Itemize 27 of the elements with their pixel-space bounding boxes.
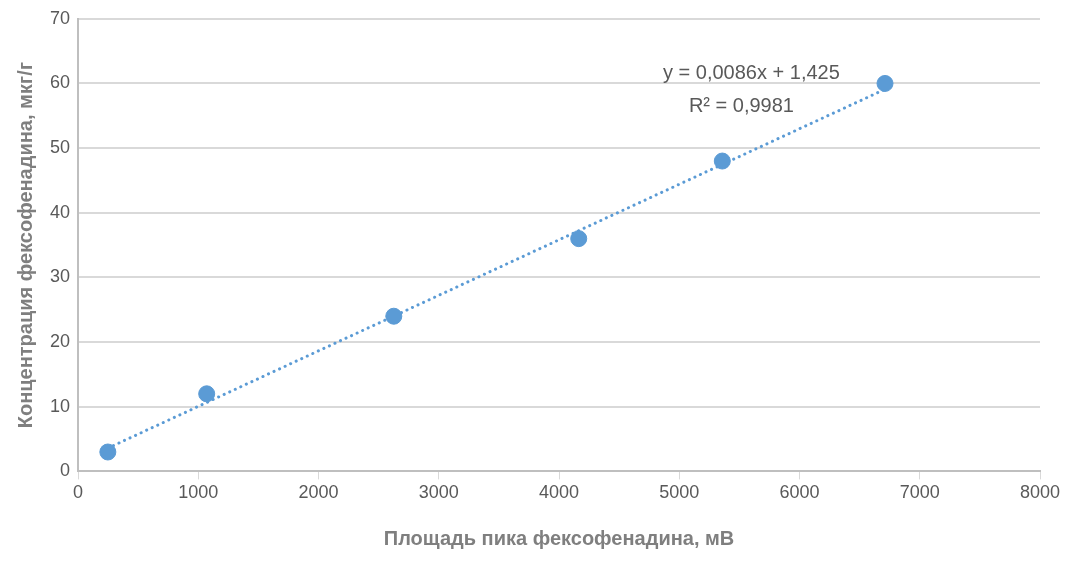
y-tick-label: 70 xyxy=(49,7,71,28)
point xyxy=(713,152,731,170)
y-tick-label: 20 xyxy=(49,331,71,352)
point xyxy=(99,443,117,461)
y-tick-label: 60 xyxy=(49,72,71,93)
y-axis-title: Концентрация фексофенадина, мкг/г xyxy=(13,61,36,429)
y-tick-label: 30 xyxy=(49,266,71,287)
annotation: R² = 0,9981 xyxy=(688,94,794,117)
x-tick-label: 2000 xyxy=(298,482,339,503)
y-tick-label: 50 xyxy=(49,137,71,158)
point xyxy=(385,307,403,325)
point xyxy=(570,230,588,248)
point xyxy=(198,385,216,403)
y-tick-label: 40 xyxy=(49,201,71,222)
point xyxy=(876,74,894,92)
x-tick-label: 7000 xyxy=(899,482,940,503)
x-tick-label: 8000 xyxy=(1019,482,1061,503)
y-tick-label: 10 xyxy=(49,395,71,416)
x-tick-label: 3000 xyxy=(418,482,459,503)
x-tick-label: 0 xyxy=(73,482,84,503)
x-axis-title: Площадь пика фексофенадина, мВ xyxy=(383,526,735,549)
y-tick-label: 0 xyxy=(60,460,71,481)
x-tick-label: 4000 xyxy=(538,482,580,503)
x-tick-label: 5000 xyxy=(659,482,700,503)
x-tick-label: 6000 xyxy=(779,482,820,503)
x-tick-label: 1000 xyxy=(178,482,219,503)
annotation: y = 0,0086x + 1,425 xyxy=(663,61,840,84)
